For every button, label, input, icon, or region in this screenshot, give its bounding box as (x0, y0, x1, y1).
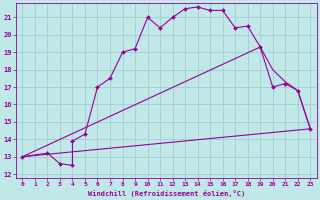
X-axis label: Windchill (Refroidissement éolien,°C): Windchill (Refroidissement éolien,°C) (88, 190, 245, 197)
